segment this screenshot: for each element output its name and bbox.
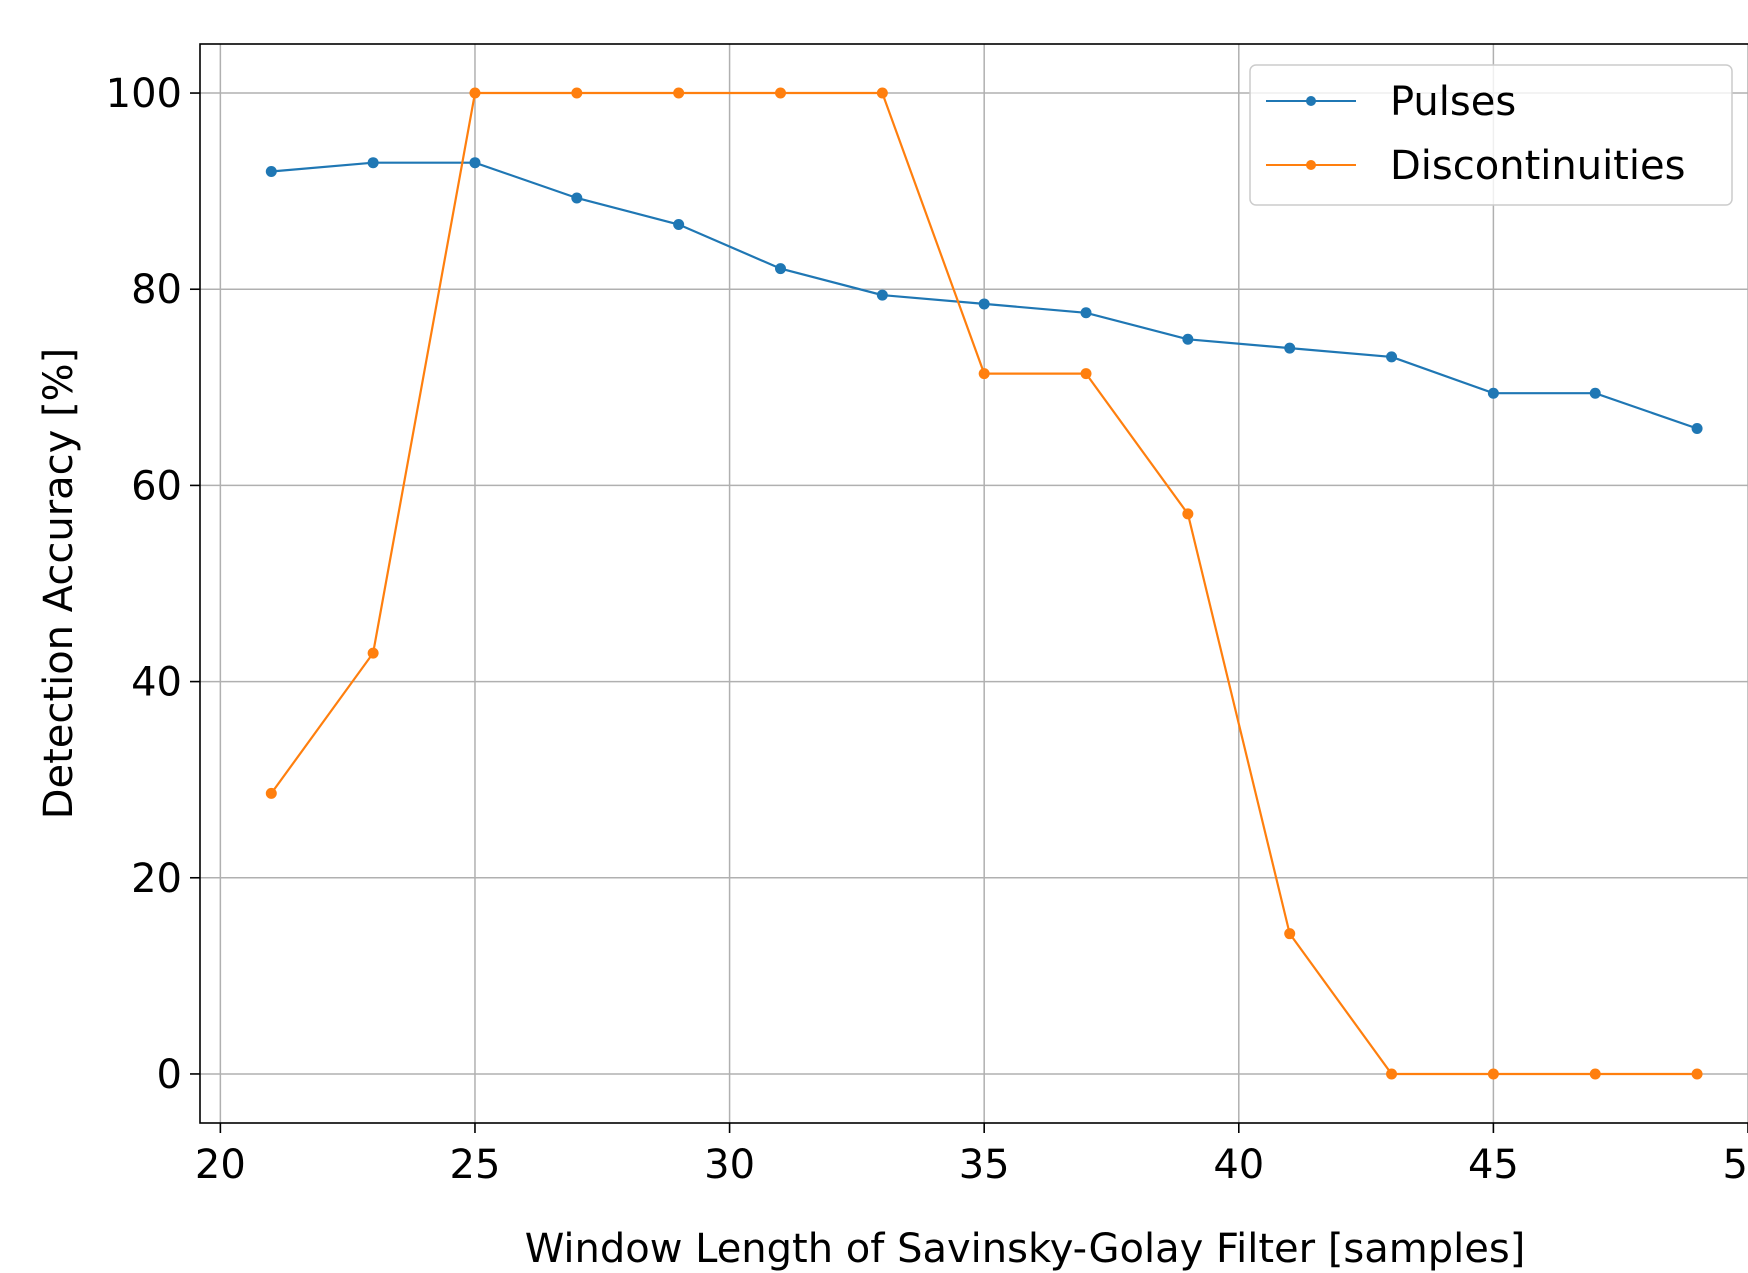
data-point-discontinuities: [673, 87, 685, 99]
data-point-discontinuities: [1284, 928, 1296, 940]
x-axis-ticks: 20 25 30 35 40 45 50: [195, 1123, 1748, 1188]
data-point-pulses: [1589, 387, 1601, 399]
x-tick-label: 20: [195, 1142, 246, 1188]
data-point-discontinuities: [876, 87, 888, 99]
data-point-pulses: [775, 263, 786, 275]
legend-label-discontinuities: Discontinuities: [1390, 143, 1685, 189]
data-point-discontinuities: [978, 368, 990, 380]
legend-label-pulses: Pulses: [1390, 79, 1516, 125]
data-point-pulses: [978, 298, 990, 310]
grid: [200, 44, 1748, 1123]
data-point-discontinuities: [1691, 1068, 1703, 1080]
legend-marker-pulses: [1306, 96, 1316, 106]
data-point-pulses: [1284, 342, 1296, 354]
data-point-pulses: [1386, 351, 1398, 363]
data-point-discontinuities: [1487, 1068, 1499, 1080]
data-point-pulses: [265, 166, 277, 178]
data-point-pulses: [1487, 387, 1499, 399]
data-point-discontinuities: [469, 87, 481, 99]
data-point-pulses: [1080, 307, 1092, 319]
y-tick-label: 40: [131, 660, 182, 706]
data-point-discontinuities: [1182, 508, 1194, 520]
data-point-discontinuities: [1589, 1068, 1601, 1080]
y-axis-label: Detection Accuracy [%]: [36, 348, 82, 820]
data-point-pulses: [673, 218, 685, 230]
x-tick-label: 35: [959, 1142, 1010, 1188]
data-point-pulses: [1691, 423, 1703, 435]
y-tick-label: 100: [106, 71, 182, 117]
series-layer: [265, 87, 1703, 1080]
y-axis-ticks: 0 20 40 60 80 100: [106, 71, 200, 1098]
legend-box: [1249, 64, 1733, 206]
data-point-pulses: [571, 192, 583, 204]
x-axis-label: Window Length of Savinsky-Golay Filter […: [525, 1226, 1526, 1272]
x-tick-label: 30: [704, 1142, 755, 1188]
data-point-pulses: [1182, 333, 1194, 345]
x-tick-label: 25: [450, 1142, 501, 1188]
x-tick-label: 40: [1213, 1142, 1264, 1188]
data-point-discontinuities: [571, 87, 583, 99]
data-point-discontinuities: [1080, 368, 1092, 380]
data-point-pulses: [469, 157, 481, 169]
data-point-pulses: [876, 289, 888, 301]
x-tick-label: 50: [1723, 1142, 1748, 1188]
data-point-discontinuities: [1386, 1068, 1398, 1080]
data-point-discontinuities: [265, 787, 277, 799]
data-point-discontinuities: [775, 87, 786, 99]
data-point-discontinuities: [367, 647, 379, 659]
y-tick-label: 20: [131, 856, 182, 902]
data-point-pulses: [367, 157, 379, 169]
y-tick-label: 0: [157, 1052, 182, 1098]
plot-frame: [199, 43, 1748, 1124]
y-tick-label: 80: [131, 267, 182, 313]
x-tick-label: 45: [1468, 1142, 1519, 1188]
legend: Pulses Discontinuities: [1249, 64, 1733, 206]
legend-marker-discontinuities: [1306, 160, 1316, 170]
y-tick-label: 60: [131, 463, 182, 509]
